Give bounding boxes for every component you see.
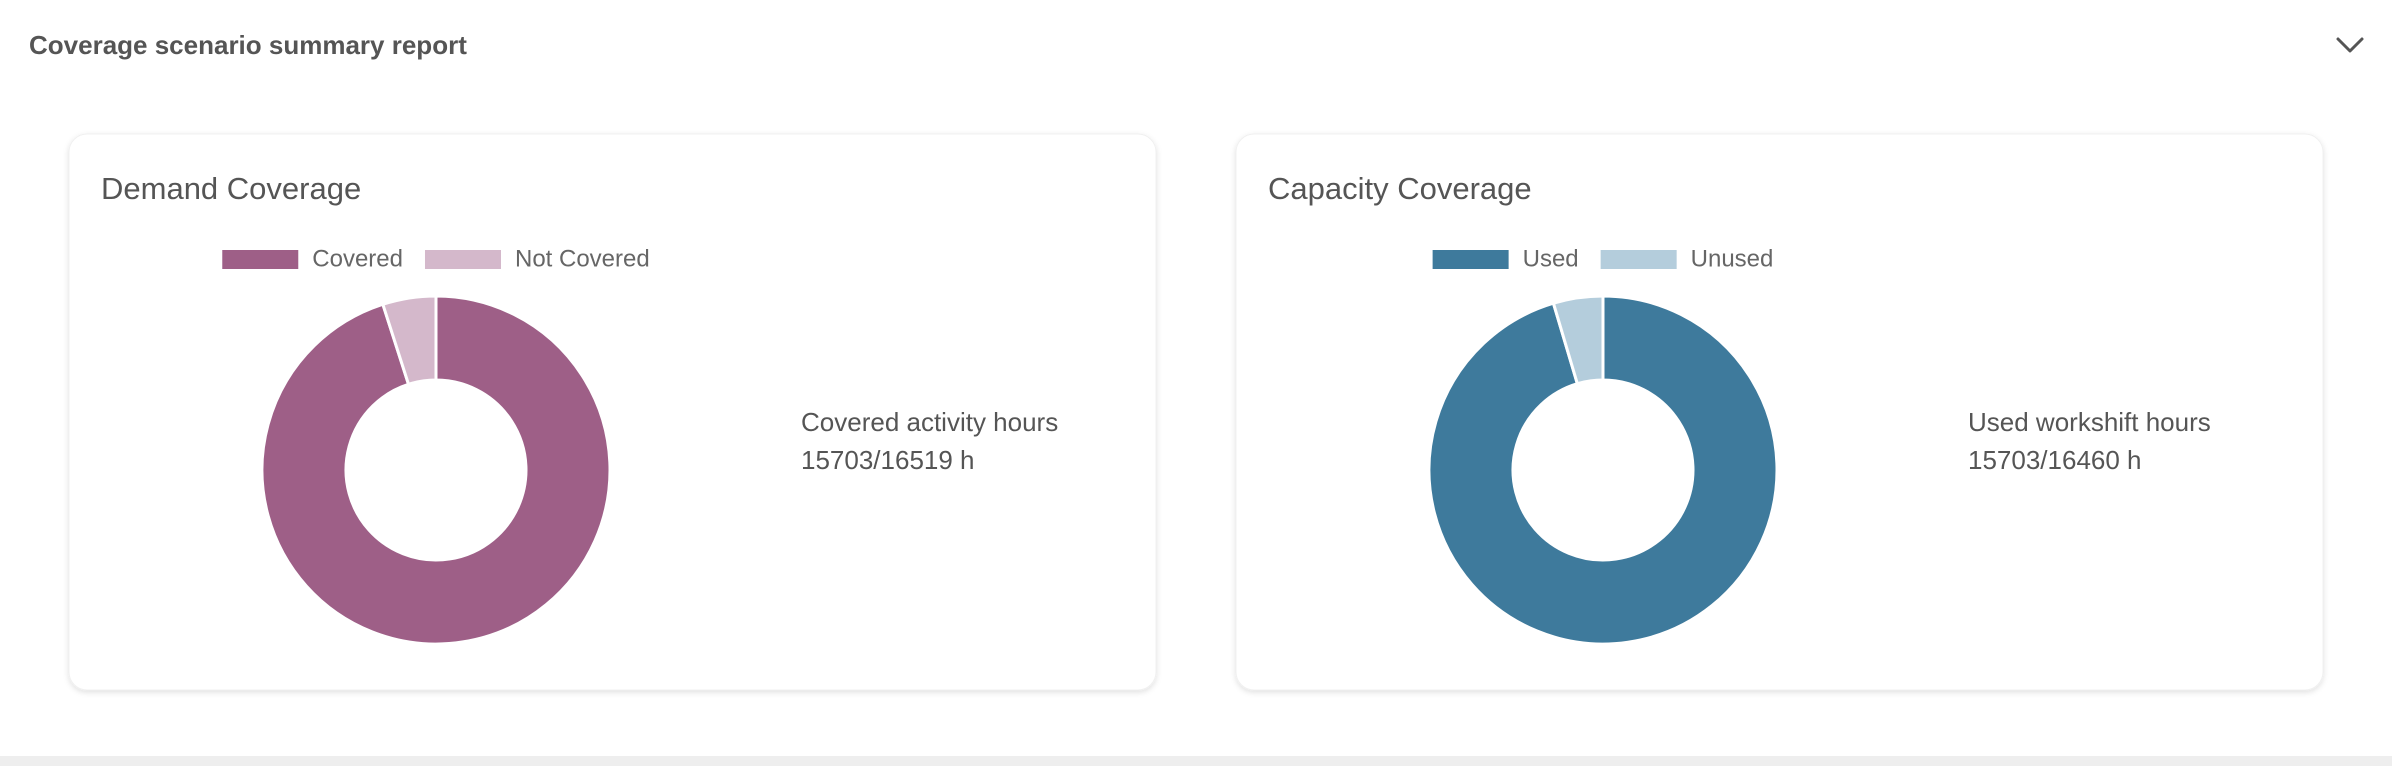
legend-label: Used: [1523, 245, 1579, 272]
summary-label: Covered activity hours: [801, 407, 1058, 437]
legend-swatch: [222, 250, 299, 269]
donut-slice: [1427, 294, 1779, 646]
card-title: Demand Coverage: [101, 171, 361, 206]
legend-label: Covered: [312, 245, 403, 272]
donut-slice: [260, 294, 612, 646]
card-title: Capacity Coverage: [1268, 171, 1532, 206]
legend-label: Unused: [1691, 245, 1774, 272]
legend-label: Not Covered: [515, 245, 650, 272]
donut-slice: [380, 294, 438, 387]
legend-swatch: [1600, 250, 1677, 269]
legend-swatch: [424, 250, 501, 269]
report-title: Coverage scenario summary report: [29, 30, 467, 60]
donut-slice: [1551, 294, 1605, 386]
bottom-divider: [0, 756, 2392, 766]
summary-label: Used workshift hours: [1968, 407, 2211, 437]
summary-value: 15703/16460 h: [1968, 445, 2142, 475]
legend-swatch: [1432, 250, 1509, 269]
summary-value: 15703/16519 h: [801, 445, 975, 475]
collapse-chevron[interactable]: [2336, 37, 2364, 53]
